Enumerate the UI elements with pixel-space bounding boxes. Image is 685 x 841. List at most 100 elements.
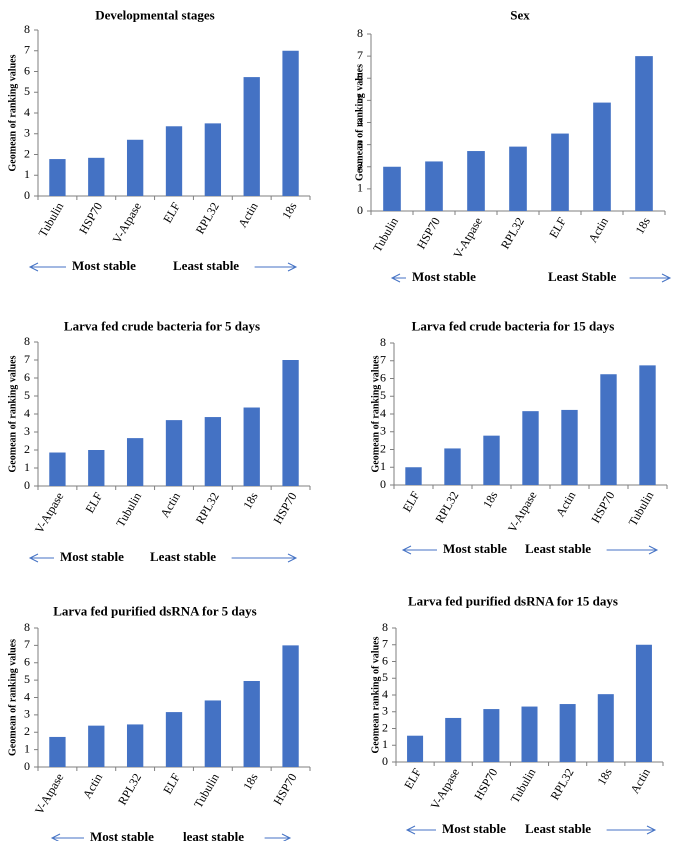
x-tick-label: HSP70	[588, 489, 617, 525]
y-tick-label: 6	[24, 63, 30, 77]
bar-rpl32	[204, 417, 222, 486]
bar-hsp70	[483, 709, 500, 762]
most-stable-label: Most stable	[90, 829, 154, 841]
y-axis-label: Geomean of ranking values	[370, 355, 381, 472]
y-tick-label: 7	[24, 43, 30, 57]
bar-elf	[407, 735, 424, 762]
bar-18s	[483, 435, 500, 485]
bar-elf	[165, 712, 183, 767]
y-tick-label: 8	[380, 335, 386, 349]
y-tick-label: 8	[382, 620, 388, 634]
right-arrow-head	[648, 545, 659, 555]
most-stable-label: Most stable	[443, 541, 507, 556]
x-tick-label: V-Atpase	[110, 200, 145, 246]
bar-hsp70	[282, 645, 299, 767]
y-tick-label: 4	[357, 114, 363, 128]
chart-title: Larva fed purified dsRNA for 15 days	[408, 594, 618, 609]
bar-v-atpase	[467, 151, 485, 211]
x-tick-label: Actin	[553, 489, 578, 519]
x-tick-label: HSP70	[471, 766, 500, 802]
x-tick-label: V-Atpase	[428, 766, 463, 812]
y-tick-label: 6	[24, 370, 30, 384]
least-stable-label: Least stable	[525, 541, 591, 556]
y-tick-label: 3	[24, 126, 30, 140]
y-tick-label: 3	[380, 424, 386, 438]
bar-v-atpase	[522, 411, 539, 485]
x-tick-label: RPL32	[193, 490, 222, 526]
bar-tubulin	[49, 159, 66, 196]
x-tick-label: Actin	[158, 490, 183, 520]
y-tick-label: 3	[357, 136, 363, 150]
y-tick-label: 5	[24, 84, 30, 98]
left-arrow-head	[28, 553, 39, 563]
y-tick-label: 0	[380, 477, 386, 491]
y-tick-label: 4	[380, 406, 386, 420]
least-stable-label: Least stable	[173, 258, 239, 273]
bar-actin	[243, 77, 260, 196]
chart-title: Larva fed purified dsRNA for 5 days	[53, 604, 256, 619]
bar-elf	[551, 133, 569, 211]
x-tick-label: V-Atpase	[32, 490, 67, 536]
chart-title: Larva fed crude bacteria for 5 days	[64, 319, 260, 334]
x-tick-label: 18s	[594, 766, 615, 788]
bar-tubulin	[204, 700, 222, 767]
y-tick-label: 0	[24, 759, 30, 773]
x-tick-label: RPL32	[432, 489, 461, 525]
least-stable-label: Least stable	[525, 821, 591, 836]
y-tick-label: 2	[357, 159, 363, 173]
least-stable-label: Least Stable	[548, 269, 616, 284]
bar-rpl32	[204, 123, 222, 196]
left-arrow-head	[401, 545, 412, 555]
x-tick-label: HSP70	[76, 200, 105, 236]
y-tick-label: 3	[24, 707, 30, 721]
y-tick-label: 5	[357, 92, 363, 106]
chart-panel-6: Larva fed purified dsRNA for 15 days Geom…	[370, 594, 664, 836]
x-tick-label: ELF	[400, 489, 423, 515]
y-tick-label: 5	[24, 388, 30, 402]
chart-panel-3: Larva fed crude bacteria for 5 days Geome…	[7, 319, 311, 564]
x-tick-label: Tubulin	[191, 771, 222, 811]
bar-actin	[593, 102, 611, 211]
y-tick-label: 1	[380, 459, 386, 473]
right-arrow-head	[287, 553, 298, 563]
bar-actin	[635, 644, 652, 762]
x-tick-label: ELF	[82, 490, 105, 516]
x-tick-label: 18s	[279, 200, 300, 222]
y-tick-label: 7	[24, 637, 30, 651]
x-tick-label: Tubulin	[626, 489, 657, 529]
y-tick-label: 7	[357, 48, 363, 62]
bar-hsp70	[282, 360, 299, 486]
x-tick-label: HSP70	[270, 771, 299, 807]
chart-title: Larva fed crude bacteria for 15 days	[412, 319, 615, 334]
bar-v-atpase	[49, 736, 66, 767]
y-tick-label: 6	[382, 653, 388, 667]
bar-18s	[282, 50, 299, 196]
y-tick-label: 7	[24, 352, 30, 366]
y-tick-label: 1	[24, 460, 30, 474]
x-tick-label: RPL32	[547, 766, 576, 802]
y-tick-label: 5	[24, 672, 30, 686]
y-tick-label: 2	[382, 720, 388, 734]
y-tick-label: 6	[380, 370, 386, 384]
bar-elf	[88, 450, 105, 486]
bar-18s	[243, 407, 260, 486]
y-axis-label: Geomean of ranking values	[7, 54, 18, 171]
y-axis-label: Geomean ranking of values	[370, 636, 381, 753]
y-tick-label: 3	[24, 424, 30, 438]
chart-panel-5: Larva fed purified dsRNA for 5 days Geome…	[7, 604, 311, 841]
x-tick-label: Tubulin	[113, 490, 144, 530]
y-tick-label: 1	[357, 181, 363, 195]
y-tick-label: 4	[24, 105, 30, 119]
x-tick-label: 18s	[480, 489, 501, 511]
x-tick-label: V-Atpase	[450, 215, 485, 261]
x-tick-label: Actin	[80, 771, 105, 801]
y-axis-label: Geomean of ranking values	[7, 639, 18, 756]
most-stable-label: Most stable	[72, 258, 136, 273]
y-axis-label: Geomean of ranking values	[7, 355, 18, 472]
y-tick-label: 0	[24, 188, 30, 202]
bar-v-atpase	[49, 452, 66, 486]
chart-panel-4: Larva fed crude bacteria for 15 days Geom…	[370, 319, 668, 556]
y-tick-label: 4	[382, 687, 388, 701]
most-stable-label: Most stable	[442, 821, 506, 836]
